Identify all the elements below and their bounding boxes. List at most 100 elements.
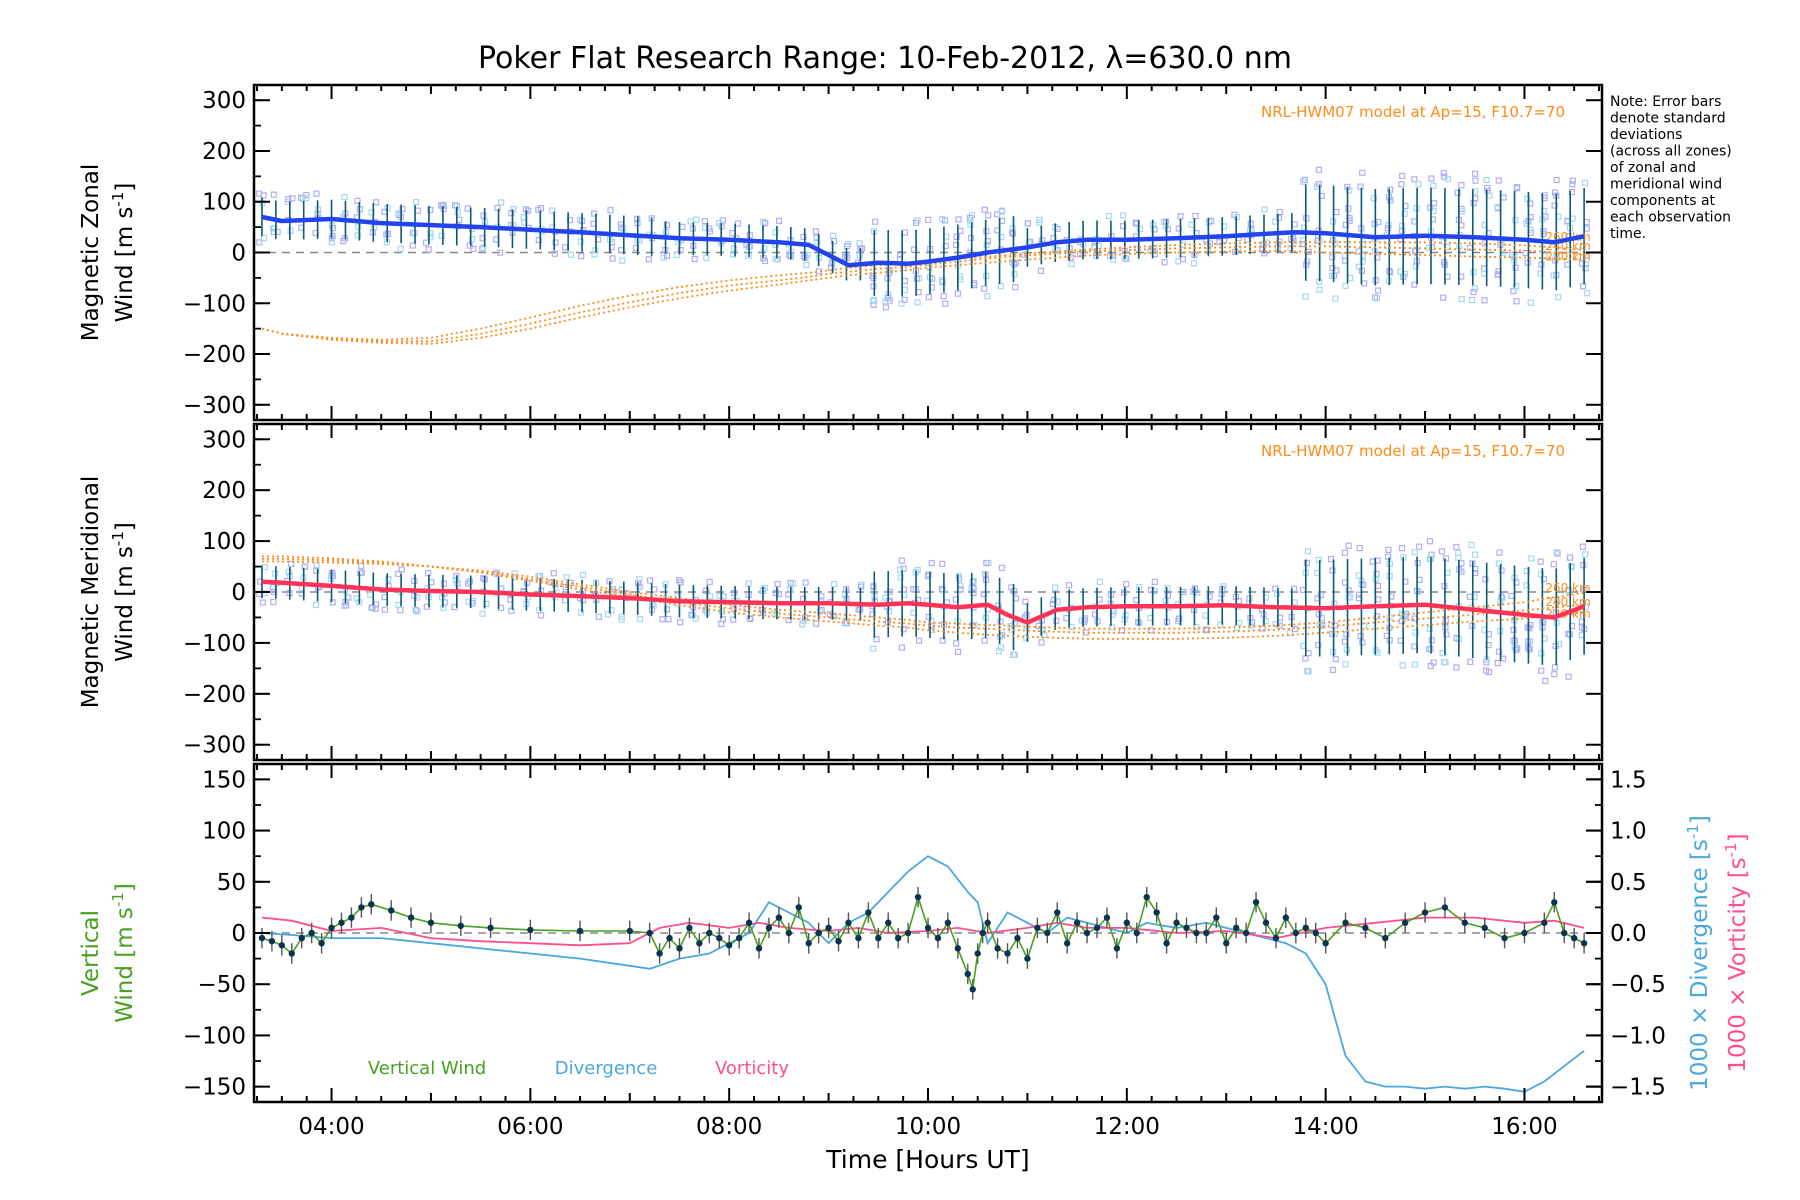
- zone-point: [1333, 208, 1340, 216]
- zone-point: [1359, 258, 1366, 265]
- zone-point: [313, 567, 320, 574]
- zone-point: [1440, 294, 1447, 301]
- vertical-wind-point: [706, 929, 713, 937]
- vertical-wind-point: [1073, 919, 1081, 926]
- zone-point: [813, 238, 821, 246]
- vertical-wind-point: [387, 907, 395, 914]
- zone-point: [925, 294, 932, 301]
- zone-point: [758, 606, 765, 613]
- zone-point: [1442, 555, 1450, 562]
- divergence-line: [261, 855, 1585, 1093]
- note-line: deviations: [1610, 127, 1682, 143]
- vertical-wind-point: [1193, 929, 1200, 937]
- y-tick-label: 50: [217, 870, 246, 896]
- zone-point: [1190, 260, 1198, 267]
- zone-point: [1315, 642, 1322, 649]
- zone-point: [1343, 631, 1350, 638]
- zone-point: [745, 580, 752, 587]
- zone-point: [1411, 176, 1418, 183]
- zone-point: [719, 616, 726, 623]
- vertical-wind-point: [1143, 893, 1150, 901]
- zone-point: [730, 589, 738, 597]
- zone-point: [1022, 598, 1029, 605]
- zone-point: [772, 229, 779, 236]
- zone-point: [747, 615, 754, 623]
- zone-point: [1472, 170, 1479, 177]
- zone-point: [1317, 592, 1324, 599]
- vertical-wind-point: [1203, 929, 1210, 937]
- y-tick-label: −300: [183, 393, 246, 419]
- zone-point: [659, 616, 666, 623]
- zone-point: [591, 210, 598, 217]
- zone-point: [1430, 182, 1437, 189]
- zone-point: [285, 195, 292, 203]
- ylabel-line2: Wind [m s-1]: [109, 883, 138, 1023]
- y2-tick-label: −1.5: [1610, 1075, 1666, 1101]
- zone-point: [663, 252, 671, 259]
- ylabel-line1: Vertical: [78, 910, 104, 996]
- zone-point: [953, 233, 960, 241]
- zone-point: [800, 233, 807, 240]
- y2-tick-label: 0.5: [1610, 870, 1647, 896]
- vertical-wind-point: [358, 904, 365, 911]
- zone-point: [399, 206, 406, 213]
- model-height-label: 240 km: [1545, 595, 1590, 609]
- vertical-wind-point: [1173, 919, 1180, 926]
- zone-point: [511, 570, 518, 577]
- zone-point: [706, 578, 713, 586]
- vertical-wind-point: [914, 893, 922, 901]
- zone-point: [636, 575, 643, 583]
- zone-point: [1411, 549, 1418, 556]
- zone-point: [1528, 555, 1535, 562]
- vertical-wind-point: [1541, 919, 1548, 926]
- zone-point: [1553, 549, 1560, 556]
- zone-point: [562, 597, 569, 604]
- zone-point: [663, 606, 670, 613]
- zone-point: [1398, 545, 1406, 552]
- vertical-wind-point: [755, 945, 763, 952]
- zone-point: [313, 190, 320, 197]
- vertical-wind-point: [1401, 919, 1409, 926]
- zone-point: [329, 232, 336, 240]
- zone-point: [665, 616, 672, 623]
- vertical-wind-point: [825, 924, 832, 932]
- zone-point: [775, 217, 783, 224]
- zone-point: [803, 261, 810, 268]
- vertical-wind-point: [1163, 940, 1170, 947]
- zone-point: [1341, 549, 1349, 556]
- zone-point: [772, 256, 779, 263]
- zone-point: [409, 242, 416, 249]
- zone-point: [468, 236, 476, 243]
- vertical-wind-point: [954, 945, 962, 952]
- zone-point: [1442, 617, 1449, 624]
- note-line: denote standard: [1610, 111, 1726, 127]
- zone-point: [663, 221, 670, 229]
- zone-point: [1193, 624, 1200, 631]
- zone-point: [371, 224, 378, 231]
- zone-point: [761, 245, 768, 252]
- zone-point: [1261, 206, 1268, 213]
- zone-point: [646, 577, 654, 584]
- zone-point: [998, 208, 1005, 215]
- zone-point: [494, 204, 501, 212]
- zone-point: [953, 640, 960, 647]
- vertical-wind-points: [258, 893, 1588, 993]
- zone-point: [1513, 298, 1520, 305]
- vertical-error-bars: [261, 886, 1585, 1000]
- zone-point: [1551, 671, 1558, 678]
- zone-point: [703, 587, 710, 594]
- zone-point: [301, 563, 309, 570]
- zone-point: [716, 592, 723, 600]
- zone-point: [1551, 202, 1558, 209]
- vertical-wind-point: [725, 942, 733, 949]
- zone-point: [1038, 639, 1045, 646]
- vertical-wind-point: [1461, 919, 1469, 926]
- zone-point: [1568, 563, 1575, 570]
- zone-point: [1302, 655, 1309, 662]
- vertical-wind-point: [1481, 924, 1488, 932]
- zone-point: [1467, 658, 1474, 665]
- zone-point: [1494, 659, 1501, 667]
- zone-point: [870, 275, 877, 282]
- zone-point: [651, 586, 658, 593]
- zone-point: [1458, 296, 1465, 303]
